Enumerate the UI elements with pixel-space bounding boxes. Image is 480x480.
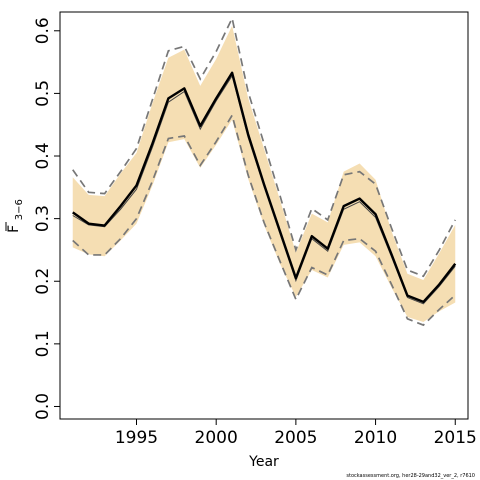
axes: 1995 2000 2005 2010 2015 0.0 0.1 0.2 0.3 0.4 0.5 0.… (33, 11, 477, 448)
plot-frame (59, 11, 469, 420)
plot-area (72, 15, 457, 327)
confidence-band (72, 25, 456, 322)
x-tick-label: 2010 (354, 428, 397, 448)
y-tick-label: 0.2 (33, 268, 53, 295)
x-tick-label: 2005 (274, 428, 317, 448)
y-axis-title-main: F (6, 225, 22, 233)
x-tick-label: 2000 (195, 428, 238, 448)
y-tick-label: 0.0 (33, 393, 53, 420)
x-tick-label: 2015 (434, 428, 477, 448)
x-axis-title: Year (248, 454, 279, 470)
y-tick-label: 0.3 (33, 205, 53, 232)
y-tick-label: 0.6 (33, 17, 53, 44)
y-axis-title: F 3−6 (5, 199, 25, 233)
estimate-line (72, 71, 457, 304)
y-tick-label: 0.5 (33, 80, 53, 107)
y-tick-label: 0.1 (33, 330, 53, 357)
x-tick-label: 1995 (115, 428, 158, 448)
svg-text:F 3−6: F 3−6 (6, 199, 25, 233)
y-tick-label: 0.4 (33, 142, 53, 169)
upper-interval-line (72, 15, 457, 278)
footer-note: stockassessment.org, her28-29and32_ver_2… (346, 473, 475, 479)
y-axis-title-sub: 3−6 (14, 199, 25, 220)
lower-interval-line (72, 113, 456, 327)
